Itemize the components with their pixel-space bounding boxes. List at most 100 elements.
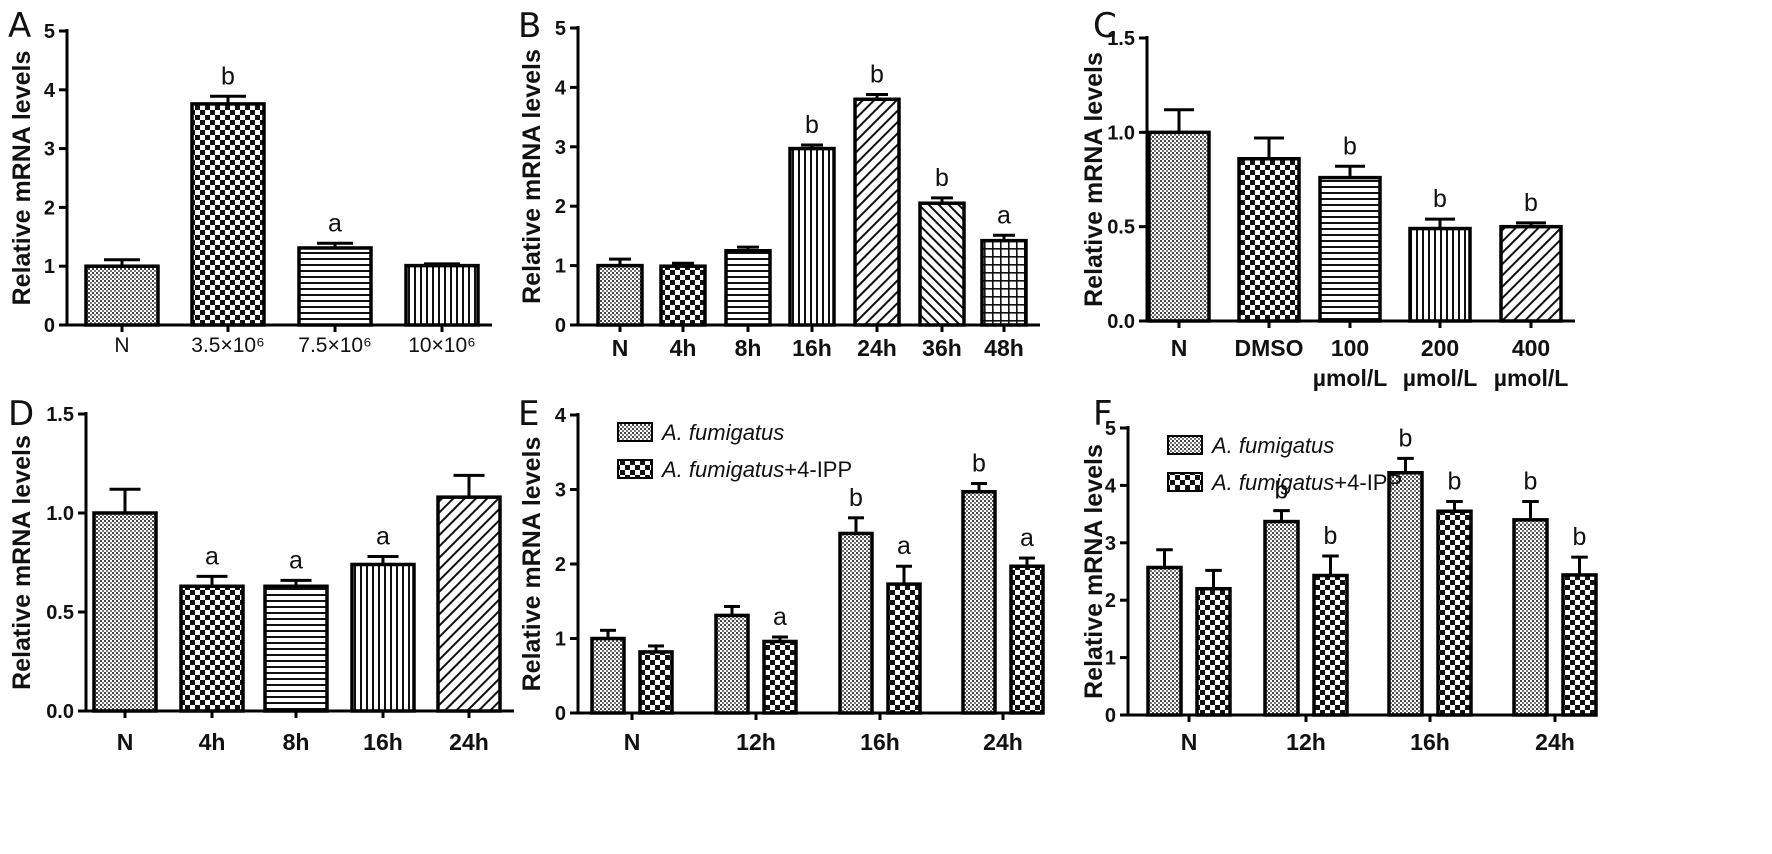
legend-swatch [1167,435,1203,455]
legend-label: A. fumigatus+4-IPP [660,457,852,482]
x-tick-label: N [612,335,629,361]
y-tick-label: 3 [555,480,566,502]
panel-letter: B [518,6,541,46]
bar [1009,564,1045,715]
bar [853,97,901,327]
significance-label: b [1433,185,1447,213]
bar [1318,175,1382,323]
bar [838,531,874,715]
significance-label: b [1524,467,1538,495]
x-tick-label: 7.5×10⁶ [298,334,371,357]
legend-label: A. fumigatus [1210,433,1334,458]
y-tick-label: 0 [555,315,566,337]
significance-label: b [1524,189,1538,217]
bar [1561,573,1598,717]
bar [788,146,836,327]
y-tick-label: 2 [44,197,55,219]
x-tick-label: N [1181,729,1198,755]
significance-label: a [773,603,787,631]
x-tick-label: N [624,729,641,755]
significance-label: b [1448,467,1462,495]
x-tick-label: 24h [449,729,489,755]
legend-label: A. fumigatus [660,420,784,445]
significance-label: b [1275,477,1289,505]
bar [404,263,480,327]
bar [1195,586,1232,717]
panel-letter: E [518,394,539,434]
y-tick-label: 4 [555,77,567,99]
panel-a: A Relative mRNA levels 0 1 2 3 4 5 N 3.5×10⁶ 7.5×1… [8,6,492,357]
significance-label: a [328,209,342,237]
x-tick-label: 10×10⁶ [408,334,476,357]
significance-label: b [1399,424,1413,452]
bar [436,495,502,713]
bar [961,489,997,715]
y-tick-label: 1 [44,256,55,278]
y-tick-label: 3 [1105,533,1116,555]
x-tick-label: 12h [736,729,776,755]
bar [1436,509,1473,717]
y-axis-label: Relative mRNA levels [8,51,36,306]
y-tick-label: 4 [1105,475,1117,497]
y-axis-label: Relative mRNA levels [1080,52,1108,307]
y-tick-label: 5 [1105,418,1116,440]
x-tick-label: 8h [735,335,762,361]
bar [1312,573,1349,717]
y-tick-label: 3 [555,137,566,159]
x-tick-label-unit: µmol/L [1494,365,1569,391]
y-axis-label: Relative mRNA levels [518,437,546,692]
bar [350,562,416,713]
bar [1147,130,1211,323]
x-tick-label: N [117,729,134,755]
y-tick-label: 2 [1105,590,1116,612]
y-tick-label: 5 [44,21,55,43]
y-tick-label: 0 [1105,705,1116,727]
x-tick-label: 16h [860,729,900,755]
y-tick-label: 0.5 [46,602,74,624]
bar [638,650,674,715]
bar [1499,224,1563,323]
legend-swatch [1167,472,1203,492]
panel-f: F Relative mRNA levels 0 1 2 3 4 5 N 12h 16h 24h b b b… [1080,394,1598,755]
x-tick-label: 24h [983,729,1023,755]
legend-label: A. fumigatus+4-IPP [1210,470,1402,495]
significance-label: b [1324,522,1338,550]
x-tick-label: 48h [984,335,1024,361]
y-tick-label: 0.0 [46,701,74,723]
bar [1408,226,1472,323]
x-tick-label: N [114,334,129,357]
bar [590,636,626,715]
bar [1387,471,1424,717]
significance-label: a [897,532,911,560]
x-tick-label: N [1171,335,1188,361]
x-tick-label: DMSO [1235,335,1304,361]
y-axis-label: Relative mRNA levels [8,435,36,690]
bar [1263,519,1300,717]
significance-label: a [997,201,1011,229]
bar [1237,156,1301,323]
significance-label: b [849,484,863,512]
significance-label: b [1343,132,1357,160]
panel-letter: D [8,394,34,434]
bar [1512,518,1549,717]
y-axis-label: Relative mRNA levels [518,49,546,304]
y-tick-label: 0 [44,315,55,337]
x-tick-label: 4h [670,335,697,361]
bar [659,264,707,327]
y-tick-label: 1 [1105,648,1116,670]
bar [886,582,922,715]
bar [714,613,750,715]
x-tick-label-unit: µmol/L [1313,365,1388,391]
significance-label: b [221,62,235,90]
bar [596,263,644,327]
bar [762,639,798,715]
significance-label: b [805,111,819,139]
bar [724,249,772,327]
significance-label: a [376,523,390,551]
y-tick-label: 1.0 [1107,122,1135,144]
y-tick-label: 1 [555,629,566,651]
x-tick-label: 100 [1331,335,1369,361]
bar [980,238,1028,327]
significance-label: a [1020,524,1034,552]
